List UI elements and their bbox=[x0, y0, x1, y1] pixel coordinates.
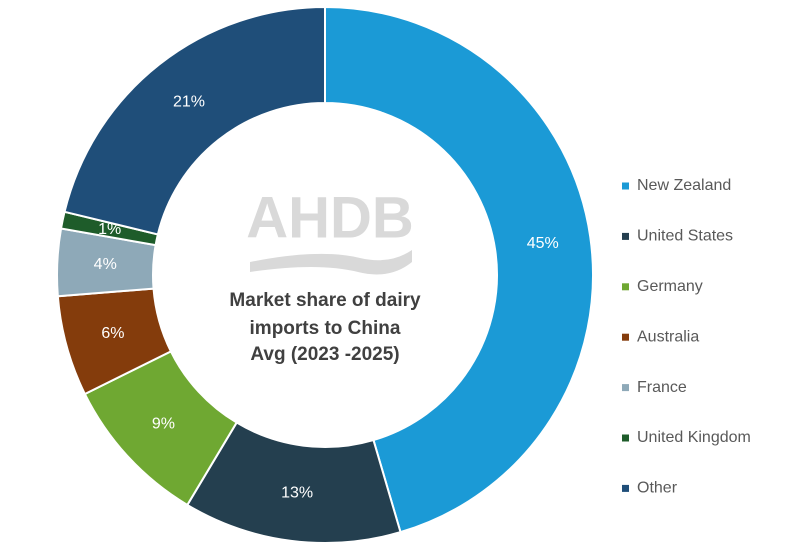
legend-label: Germany bbox=[637, 278, 703, 295]
data-label: 9% bbox=[152, 415, 175, 432]
legend-label: United Kingdom bbox=[637, 429, 751, 446]
legend-label: Australia bbox=[637, 328, 699, 345]
legend-marker bbox=[622, 283, 629, 291]
legend-marker bbox=[622, 384, 629, 392]
watermark-text: AHDB bbox=[246, 185, 414, 250]
legend-marker bbox=[622, 434, 629, 442]
legend-marker bbox=[622, 232, 629, 240]
legend-label: New Zealand bbox=[637, 177, 731, 194]
legend-label: Other bbox=[637, 480, 678, 497]
data-label: 45% bbox=[527, 235, 559, 252]
data-label: 21% bbox=[173, 93, 205, 110]
data-label: 13% bbox=[281, 484, 313, 501]
chart-title: imports to China bbox=[250, 318, 401, 339]
legend-marker bbox=[622, 182, 629, 190]
data-label: 1% bbox=[98, 221, 121, 238]
chart-title: Market share of dairy bbox=[229, 290, 421, 311]
legend-label: United States bbox=[637, 228, 733, 245]
watermark-swoosh bbox=[250, 250, 412, 275]
data-label: 4% bbox=[94, 256, 117, 273]
slice bbox=[324, 5, 594, 534]
legend-marker bbox=[622, 333, 629, 341]
chart-title: Avg (2023 -2025) bbox=[250, 344, 399, 365]
legend-label: France bbox=[637, 379, 687, 396]
watermark: AHDB bbox=[246, 185, 414, 275]
slice bbox=[63, 5, 326, 236]
legend-marker bbox=[622, 484, 629, 492]
data-label: 6% bbox=[101, 325, 124, 342]
